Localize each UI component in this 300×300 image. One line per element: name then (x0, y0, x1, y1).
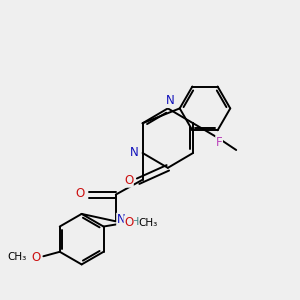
Text: O: O (124, 174, 133, 187)
Text: H: H (131, 217, 139, 227)
Text: CH₃: CH₃ (139, 218, 158, 228)
Text: O: O (32, 250, 40, 264)
Text: N: N (166, 94, 175, 107)
Text: N: N (117, 213, 125, 226)
Text: CH₃: CH₃ (7, 252, 26, 262)
Text: O: O (124, 216, 134, 229)
Text: N: N (130, 146, 139, 160)
Text: F: F (216, 136, 222, 149)
Text: O: O (76, 187, 85, 200)
